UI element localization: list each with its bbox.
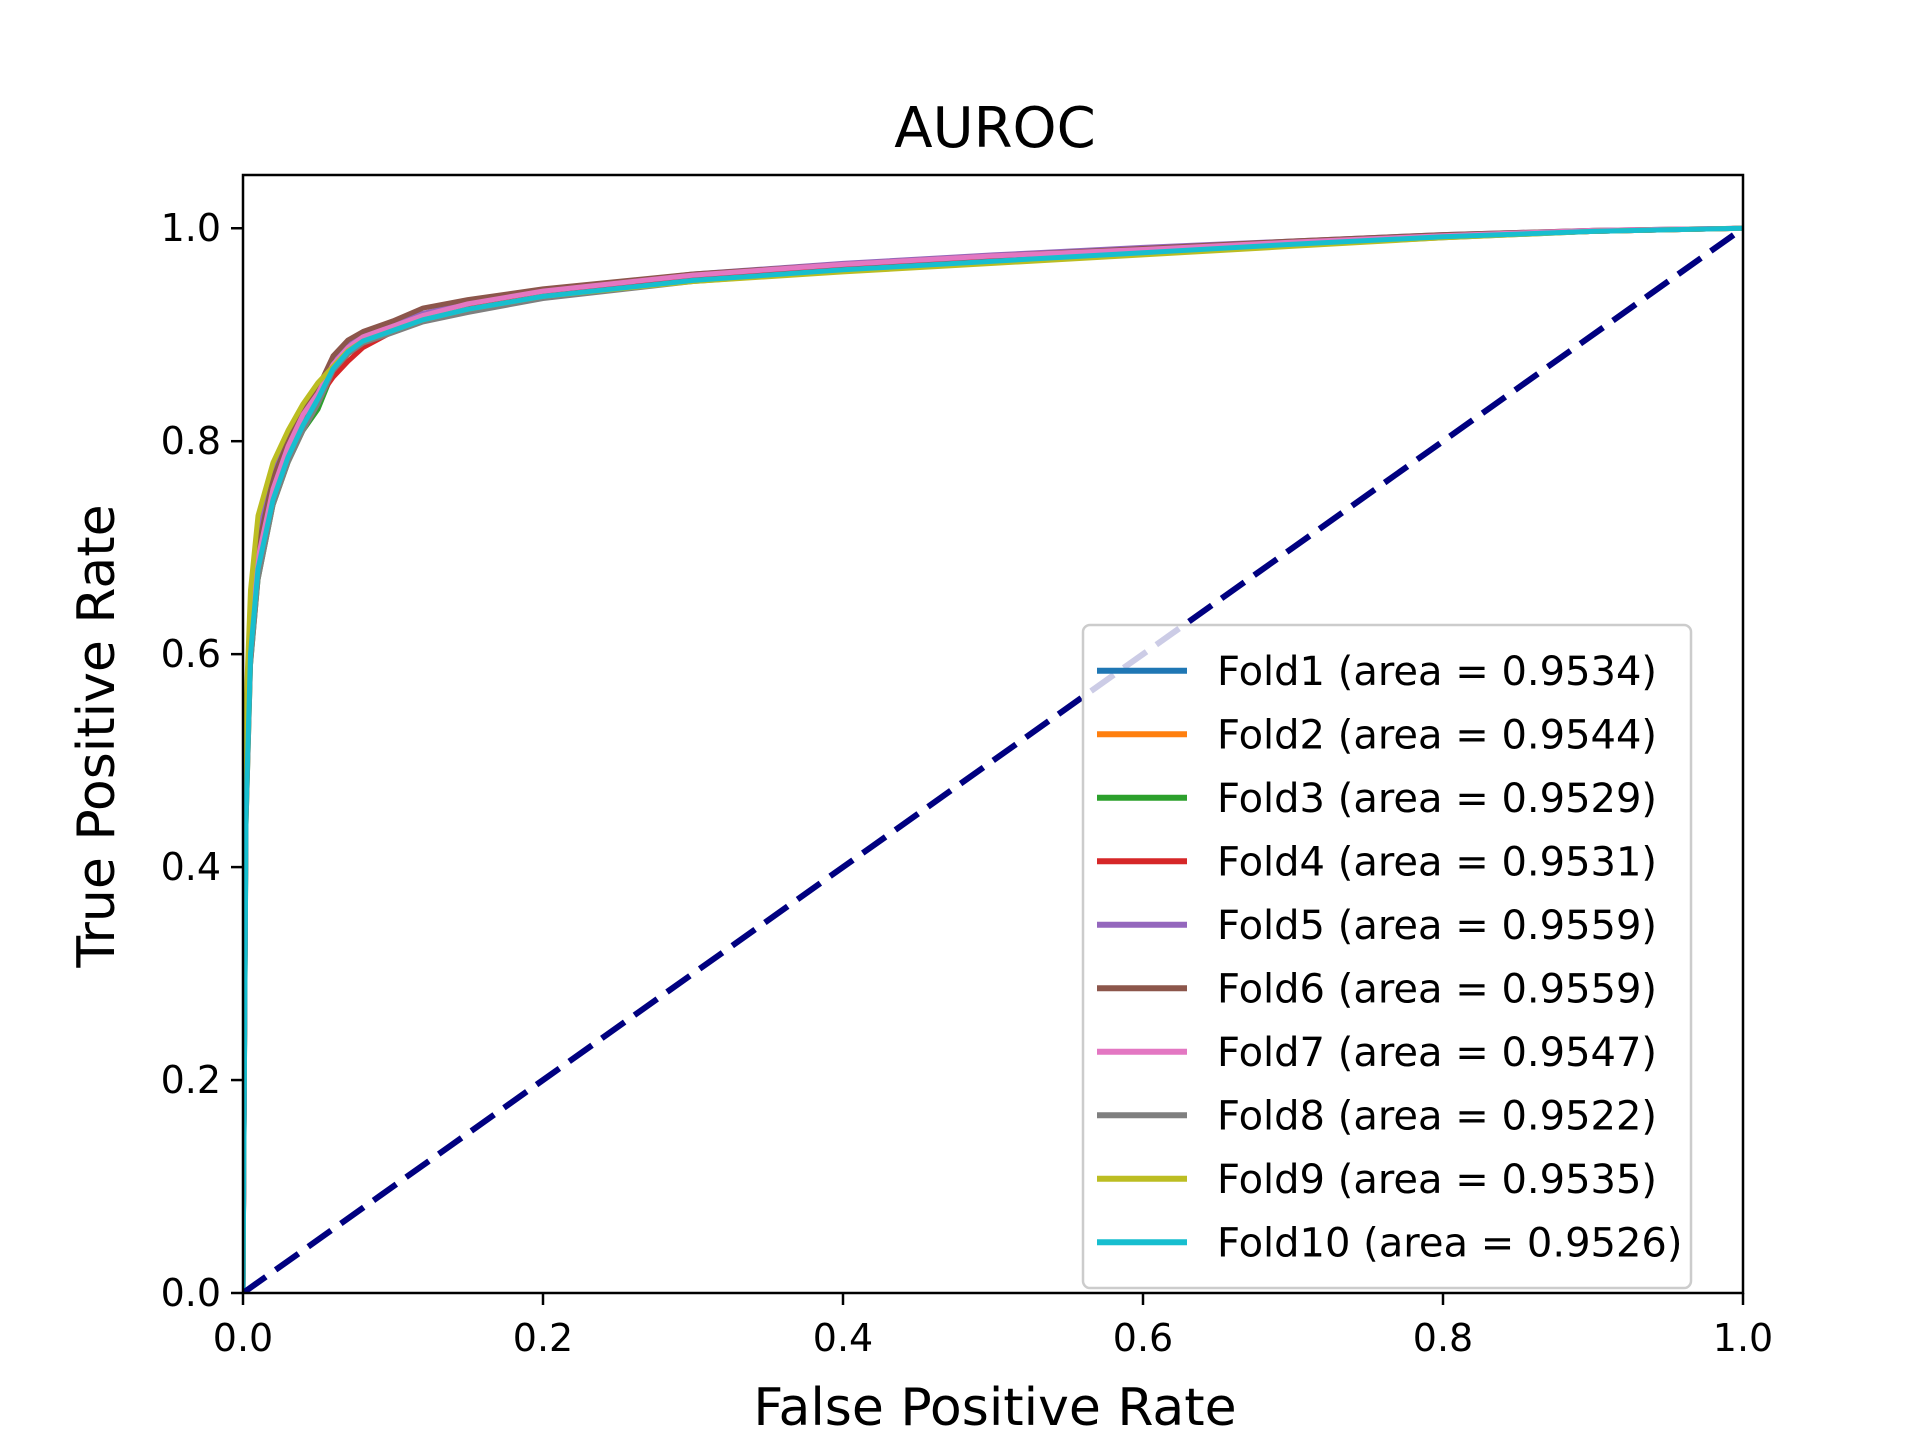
y-axis-label: True Positive Rate [67, 504, 127, 968]
legend-entry: Fold10 (area = 0.9526) [1217, 1220, 1683, 1266]
y-tick-label: 0.4 [161, 845, 221, 889]
y-tick-label: 0.2 [161, 1058, 221, 1102]
legend-entry: Fold7 (area = 0.9547) [1217, 1030, 1657, 1076]
axis-ticks: 0.0 0.2 0.4 0.6 0.8 1.0 0.0 0.2 0.4 0.6 0.8 1.0 [161, 206, 1774, 1360]
y-tick-label: 1.0 [161, 206, 221, 250]
legend-box [1081, 623, 1693, 1290]
x-tick-label: 0.0 [213, 1316, 273, 1360]
legend-entry: Fold5 (area = 0.9559) [1217, 903, 1657, 949]
legend-entry: Fold2 (area = 0.9544) [1217, 712, 1657, 758]
x-tick-label: 0.2 [513, 1316, 573, 1360]
legend-entry: Fold6 (area = 0.9559) [1217, 966, 1657, 1012]
plot-area [241, 173, 1745, 1295]
legend-entry: Fold8 (area = 0.9522) [1217, 1093, 1657, 1139]
roc-curve-fold10 [243, 225, 1743, 1293]
x-tick-label: 0.8 [1413, 1316, 1473, 1360]
x-axis-label: False Positive Rate [753, 1378, 1236, 1438]
legend-entry: Fold3 (area = 0.9529) [1217, 776, 1657, 822]
series-group [243, 225, 1743, 1293]
chart-title: AUROC [894, 96, 1095, 161]
x-tick-label: 0.4 [813, 1316, 873, 1360]
y-tick-label: 0.6 [161, 632, 221, 676]
plot-frame [241, 173, 1745, 1295]
x-tick-label: 1.0 [1713, 1316, 1773, 1360]
y-tick-label: 0.0 [161, 1271, 221, 1315]
chance-diagonal-line [243, 225, 1743, 1293]
legend: Fold1 (area = 0.9534) Fold2 (area = 0.954… [1081, 623, 1693, 1290]
legend-entry: Fold4 (area = 0.9531) [1217, 839, 1657, 885]
x-tick-label: 0.6 [1113, 1316, 1173, 1360]
legend-entry: Fold9 (area = 0.9535) [1217, 1157, 1657, 1203]
y-tick-label: 0.8 [161, 419, 221, 463]
legend-entry: Fold1 (area = 0.9534) [1217, 649, 1657, 695]
